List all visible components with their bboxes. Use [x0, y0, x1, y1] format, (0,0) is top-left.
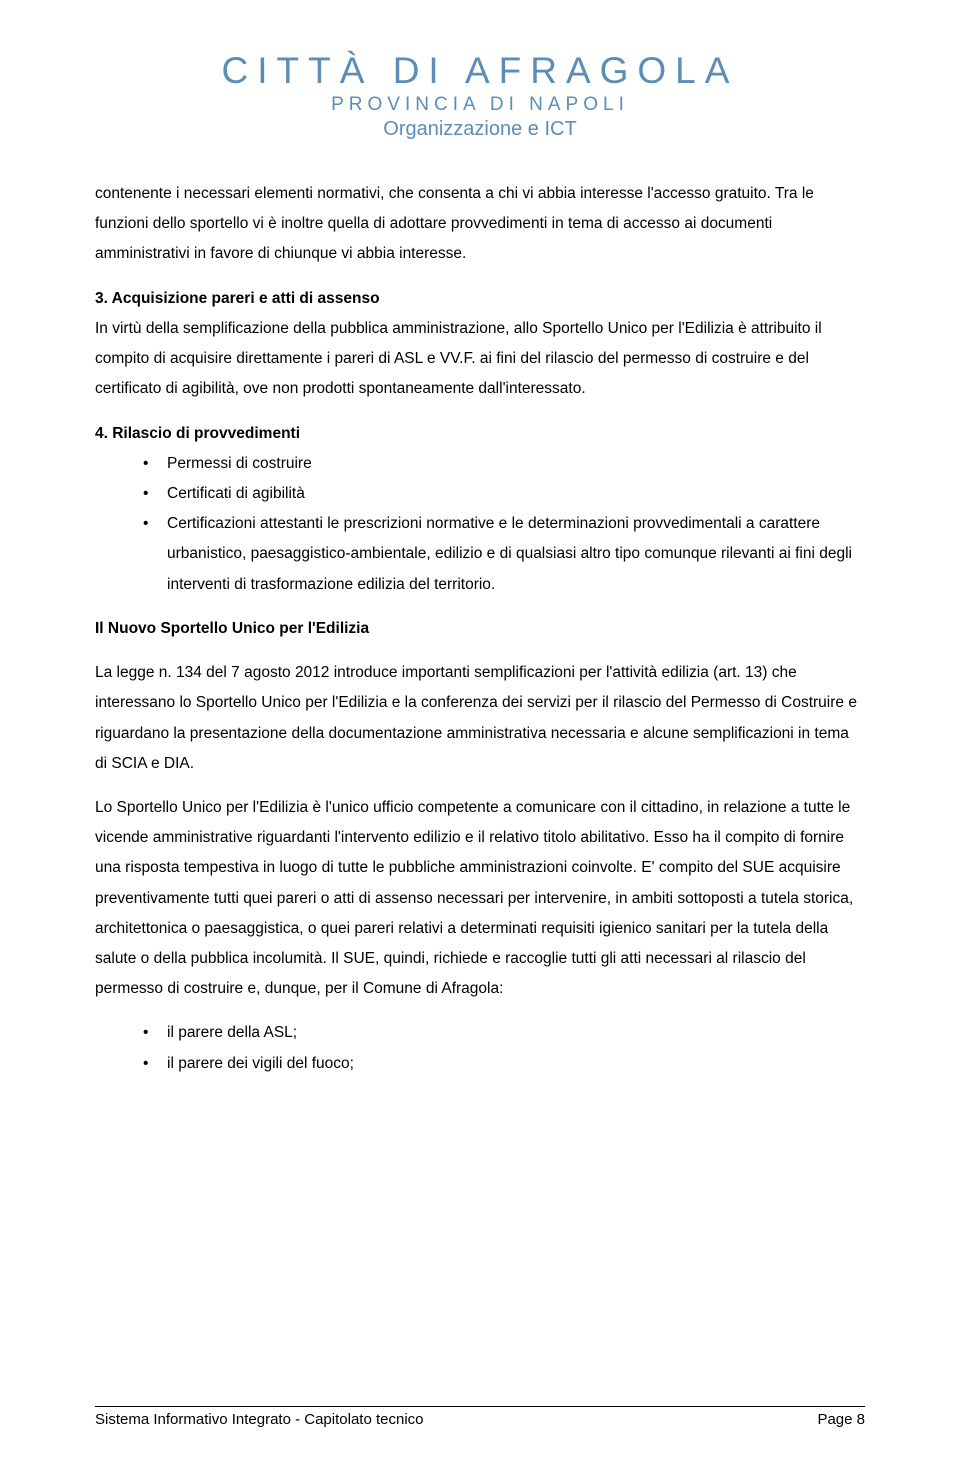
list-item: il parere della ASL;	[143, 1018, 865, 1048]
footer-row: Sistema Informativo Integrato - Capitola…	[95, 1411, 865, 1428]
section-4-title: 4. Rilascio di provvedimenti	[95, 419, 865, 449]
paragraph-3: Lo Sportello Unico per l'Edilizia è l'un…	[95, 793, 865, 1005]
document-header: CITTÀ DI AFRAGOLA PROVINCIA DI NAPOLI Or…	[95, 50, 865, 141]
section-4-bullet-list: Permessi di costruire Certificati di agi…	[95, 449, 865, 600]
paragraph-2: La legge n. 134 del 7 agosto 2012 introd…	[95, 658, 865, 779]
page-content: CITTÀ DI AFRAGOLA PROVINCIA DI NAPOLI Or…	[0, 0, 960, 1143]
page-footer: Sistema Informativo Integrato - Capitola…	[95, 1406, 865, 1428]
footer-divider	[95, 1406, 865, 1407]
header-subtitle-2: Organizzazione e ICT	[95, 118, 865, 141]
document-body: contenente i necessari elementi normativ…	[95, 179, 865, 1079]
section-4: 4. Rilascio di provvedimenti Permessi di…	[95, 419, 865, 600]
list-item: Permessi di costruire	[143, 449, 865, 479]
header-title: CITTÀ DI AFRAGOLA	[95, 50, 865, 92]
list-item: il parere dei vigili del fuoco;	[143, 1049, 865, 1079]
end-bullet-list: il parere della ASL; il parere dei vigil…	[95, 1018, 865, 1078]
paragraph-intro: contenente i necessari elementi normativ…	[95, 179, 865, 270]
footer-right-text: Page 8	[817, 1411, 865, 1428]
section-3-body: In virtù della semplificazione della pub…	[95, 320, 822, 397]
list-item: Certificazioni attestanti le prescrizion…	[143, 509, 865, 600]
list-item: Certificati di agibilità	[143, 479, 865, 509]
section-3: 3. Acquisizione pareri e atti di assenso…	[95, 284, 865, 405]
section-3-title: 3. Acquisizione pareri e atti di assenso	[95, 290, 380, 307]
subheading-nuovo-sportello: Il Nuovo Sportello Unico per l'Edilizia	[95, 614, 865, 644]
header-subtitle-1: PROVINCIA DI NAPOLI	[95, 94, 865, 116]
footer-left-text: Sistema Informativo Integrato - Capitola…	[95, 1411, 424, 1428]
